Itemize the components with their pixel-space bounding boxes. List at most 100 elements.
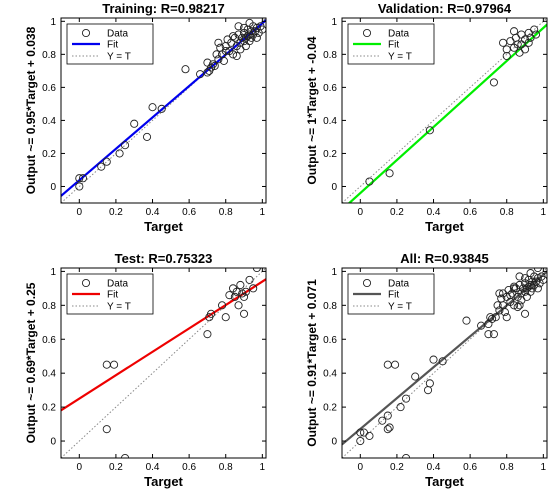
y-tick-label: 0.2 [323,403,337,414]
data-point [230,292,239,301]
y-tick-label: 0.4 [323,369,337,380]
plot-content [342,18,547,203]
data-point [533,284,542,293]
data-point [515,272,524,281]
y-axis-label: Output ~= 0.69*Target + 0.25 [24,282,38,443]
identity-line [61,268,266,458]
data-point [130,119,139,128]
data-point [75,174,84,183]
data-point [484,330,493,339]
data-point [462,316,471,325]
data-point [526,269,535,278]
data-point [239,23,249,32]
data-point [121,141,130,150]
data-point [533,274,542,283]
y-tick-label: 0.8 [323,50,337,61]
data-point [499,38,508,47]
data-point [500,308,509,317]
data-point [241,287,250,296]
axes-box [341,267,548,459]
chart-title: Training: R=0.98217 [102,1,224,16]
data-point [489,78,498,87]
y-axis-label: Output ~= 0.95*Target + 0.038 [24,26,38,194]
y-tick-label: 0.6 [42,335,56,346]
plot-content [61,268,266,458]
legend-data-marker [362,28,372,38]
y-tick-label: 0 [331,437,337,448]
x-tick-label: 0 [77,207,83,218]
data-point [236,280,245,290]
data-point [493,301,502,310]
chart-panel-3: 0 0.2 0.4 0.6 0.8 1 0 0.2 0.4 0.6 0.8 1 Test: R=0.75… [24,251,267,489]
x-tick-label: 0.6 [182,462,196,473]
legend-entry-label: Y = T [107,302,131,313]
data-point [110,360,119,369]
data-point [524,38,533,47]
data-point [515,301,524,310]
data-point [530,25,539,34]
data-point [383,425,392,434]
data-point [78,174,88,183]
y-tick-label: 0.2 [42,149,56,160]
legend-entry-label: Data [107,279,129,290]
legend-entry-label: Fit [388,40,399,51]
data-point [515,48,524,57]
data-point [208,60,217,69]
x-tick-label: 1 [260,462,266,473]
data-point [510,282,519,291]
legend-entry-label: Y = T [107,52,131,63]
data-point [221,46,230,56]
chart-title: All: R=0.93845 [400,251,489,266]
identity-line [61,18,266,203]
y-tick-label: 0.2 [323,149,337,160]
y-tick-label: 0.8 [323,301,337,312]
data-point [239,292,249,301]
data-point [221,313,230,322]
legend-entry-label: Y = T [388,302,412,313]
x-tick-label: 0 [358,207,364,218]
data-point [383,411,392,420]
data-point [502,51,511,61]
identity-line [342,18,547,203]
chart-panel-4: 0 0.2 0.4 0.6 0.8 1 0 0.2 0.4 0.6 0.8 1 All: R=0.938… [305,251,548,489]
y-tick-label: 0.8 [42,301,56,312]
y-tick-label: 0 [50,437,56,448]
x-tick-label: 0 [77,462,83,473]
axes-box [341,17,548,204]
x-tick-label: 0.4 [427,207,441,218]
data-point [232,287,241,296]
data-point [502,45,511,54]
chart-panel-1: 0 0.2 0.4 0.6 0.8 1 0 0.2 0.4 0.6 0.8 1 Training: R=… [24,1,267,234]
data-point [232,51,241,61]
data-point [425,379,434,388]
x-tick-label: 0.6 [463,207,477,218]
fit-line [61,19,266,197]
y-axis-label: Output ~= 1*Target + -0.04 [305,36,319,184]
data-point [75,182,84,191]
y-tick-label: 0.6 [42,83,56,94]
data-point [486,313,495,322]
x-tick-label: 1 [541,462,547,473]
plot-content [342,268,547,458]
x-tick-label: 0 [358,462,364,473]
data-point [97,162,106,171]
x-axis-label: Target [425,219,464,234]
legend-data-marker [362,278,372,288]
data-point [157,104,166,113]
x-tick-label: 0.2 [109,207,123,218]
y-tick-label: 0.2 [42,403,56,414]
fit-line [347,23,547,203]
x-tick-label: 1 [260,207,266,218]
x-tick-label: 0.6 [182,207,196,218]
y-tick-label: 0.4 [42,116,56,127]
data-point [207,309,216,318]
fit-line [61,278,266,412]
data-point [245,18,254,28]
data-point [396,403,405,412]
chart-title: Validation: R=0.97964 [378,1,512,16]
